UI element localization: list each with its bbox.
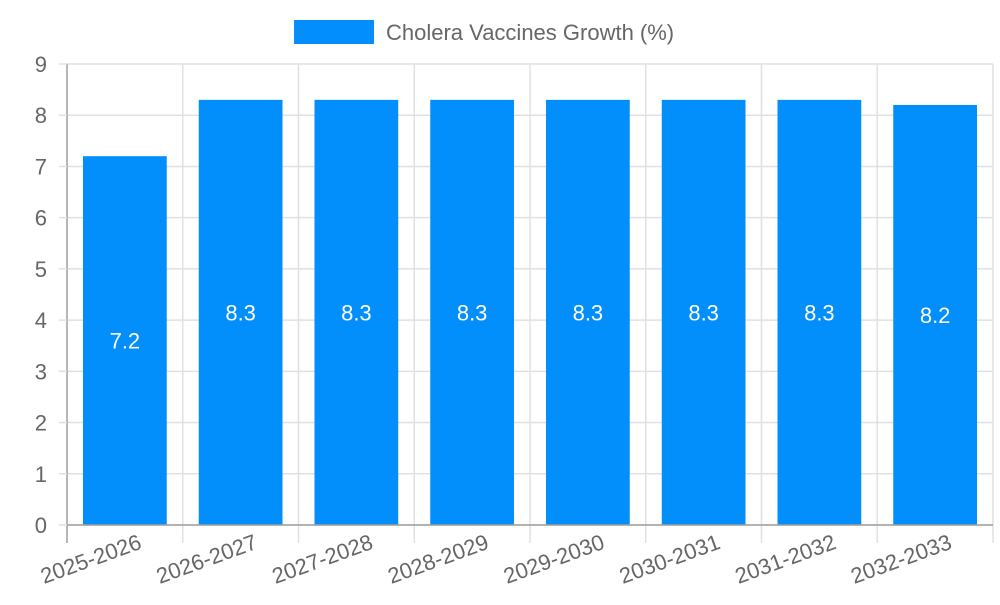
x-tick-label: 2032-2033 [847,529,954,588]
bar[interactable]: 8.3 [314,99,399,525]
bar-rect [83,156,167,525]
bar-value-label: 8.3 [804,300,835,325]
bar-rect [198,99,283,525]
bar-value-label: 8.3 [688,300,719,325]
x-tick-label: 2029-2030 [500,529,607,588]
y-tick-label: 0 [35,513,47,538]
bar[interactable]: 8.3 [777,99,862,525]
bar-rect [777,99,862,525]
bars: 7.2 8.3 8.3 8.3 8.3 8.3 8.3 8.2 [83,99,977,525]
y-tick-label: 9 [35,52,47,77]
bar[interactable]: 8.3 [198,99,283,525]
bar[interactable]: 8.3 [661,99,746,525]
x-axis: 2025-2026 2026-2027 2027-2028 2028-2029 2029… [37,524,993,589]
y-tick-label: 2 [35,411,47,436]
legend-swatch [294,20,374,44]
x-tick-label: 2031-2032 [732,529,839,588]
bar-value-label: 8.2 [920,303,951,328]
bar-rect [546,99,630,525]
y-tick-label: 5 [35,257,47,282]
x-tick-label: 2027-2028 [269,529,376,588]
legend[interactable]: Cholera Vaccines Growth (%) [294,20,674,45]
y-tick-label: 8 [35,103,47,128]
y-tick-label: 4 [35,308,47,333]
x-tick-label: 2026-2027 [153,529,260,588]
bar[interactable]: 7.2 [83,156,167,525]
bar-rect [661,99,746,525]
x-tick-label: 2028-2029 [384,529,491,588]
legend-label: Cholera Vaccines Growth (%) [386,20,674,45]
y-tick-label: 7 [35,154,47,179]
bar-value-label: 8.3 [225,300,256,325]
bar[interactable]: 8.3 [430,99,514,525]
y-tick-label: 3 [35,359,47,384]
y-axis: 0 1 2 3 4 5 6 7 8 9 [35,52,67,538]
bar[interactable]: 8.3 [546,99,630,525]
bar-rect [430,99,514,525]
bar-value-label: 7.2 [110,329,141,354]
x-tick-label: 2025-2026 [37,529,144,588]
bar[interactable]: 8.2 [893,104,977,525]
bar-rect [893,104,977,525]
y-tick-label: 1 [35,462,47,487]
bar-value-label: 8.3 [573,300,604,325]
bar-rect [314,99,399,525]
bar-value-label: 8.3 [341,300,372,325]
y-tick-label: 6 [35,206,47,231]
bar-value-label: 8.3 [457,300,488,325]
x-tick-label: 2030-2031 [616,529,723,588]
